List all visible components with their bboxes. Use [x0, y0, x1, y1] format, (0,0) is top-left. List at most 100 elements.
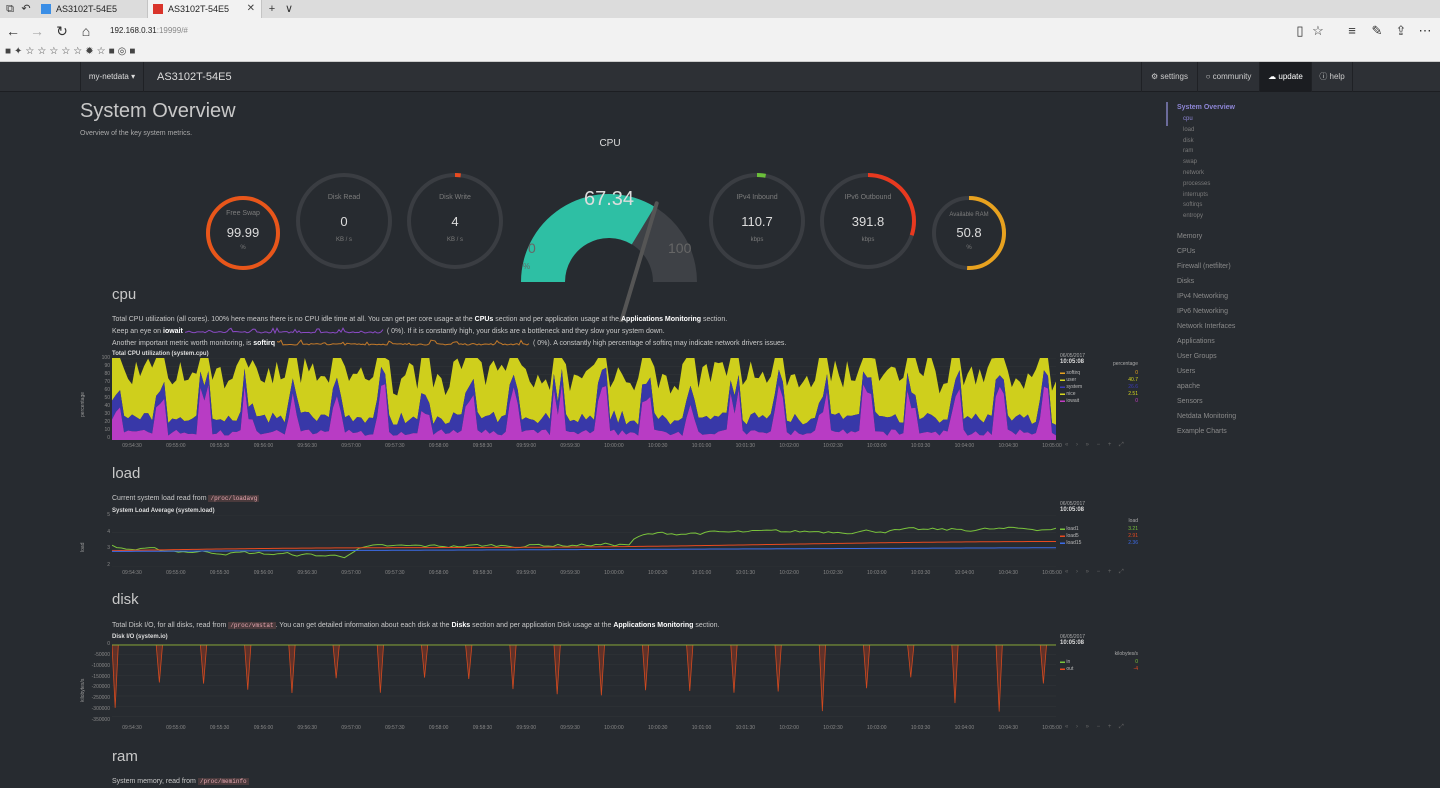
chart-title: System Load Average (system.load): [112, 508, 215, 514]
chart-controls[interactable]: « › » − + ⤢: [1065, 724, 1127, 730]
more-icon[interactable]: ⋯: [1418, 23, 1432, 38]
netdata-favicon-icon: [153, 4, 163, 14]
x-tick-label: 10:02:30: [823, 725, 843, 731]
sidebar-subitem-load[interactable]: load: [1183, 126, 1195, 133]
x-tick-label: 09:57:00: [341, 443, 361, 449]
legend-row-user[interactable]: ▬ user 40.7: [1060, 377, 1140, 384]
sidebar-item-network-interfaces[interactable]: Network Interfaces: [1177, 323, 1236, 330]
sidebar-item-ipv4-networking[interactable]: IPv4 Networking: [1177, 293, 1228, 300]
sidebar-item-sensors[interactable]: Sensors: [1177, 398, 1203, 405]
sidebar-item-memory[interactable]: Memory: [1177, 233, 1203, 240]
sidebar-item-netdata-monitoring[interactable]: Netdata Monitoring: [1177, 413, 1237, 420]
sidebar-subitem-ram[interactable]: ram: [1183, 148, 1194, 155]
legend-row-load15[interactable]: ▬ load15 2.36: [1060, 540, 1140, 547]
sidebar-item-cpus[interactable]: CPUs: [1177, 248, 1196, 255]
sidebar-subitem-entropy[interactable]: entropy: [1183, 213, 1204, 220]
tab-list-chevron-down-icon[interactable]: ∨: [284, 3, 294, 15]
tab-restore-icon[interactable]: ↶: [21, 3, 31, 15]
close-tab-icon[interactable]: ✕: [246, 3, 255, 14]
favorites-bar: ■✦☆☆☆☆☆✹☆■◎■: [0, 43, 1440, 61]
community-button[interactable]: ○ community: [1197, 62, 1259, 92]
legend-row-in[interactable]: ▬ in 0: [1060, 659, 1140, 666]
sidebar-subitem-processes[interactable]: processes: [1183, 180, 1211, 187]
hub-icon[interactable]: ≡: [1348, 23, 1356, 38]
cpu-chart[interactable]: Total CPU utilization (system.cpu) perce…: [80, 351, 1140, 451]
disk-chart[interactable]: Disk I/O (system.io) kilobytes/s 0 -50000…: [80, 634, 1140, 734]
cpu-chart-plot[interactable]: [112, 358, 1056, 440]
refresh-icon[interactable]: ↻: [56, 23, 68, 39]
softirq-sparkline[interactable]: [276, 339, 531, 347]
legend-row-softirq[interactable]: ▬ softirq 0: [1060, 370, 1140, 377]
web-note-icon[interactable]: ✎: [1371, 23, 1383, 38]
disk-write-gauge[interactable]: Disk Write 4 KB / s: [406, 172, 504, 270]
gauge-unit: KB / s: [335, 237, 352, 243]
disks-link[interactable]: Disks: [451, 622, 471, 629]
forward-icon[interactable]: →: [30, 23, 44, 39]
ram-desc: System memory, read from /proc/meminfo: [112, 778, 249, 785]
gauge-unit: %: [240, 245, 246, 251]
cpus-link[interactable]: CPUs: [474, 316, 494, 323]
tab-dashboard[interactable]: AS3102T-54E5 dashboa ✕: [148, 0, 262, 32]
sidebar-subitem-disk[interactable]: disk: [1183, 137, 1194, 144]
legend-row-iowait[interactable]: ▬ iowait 0: [1060, 398, 1140, 405]
sidebar-item-firewall-netfilter-[interactable]: Firewall (netfilter): [1177, 263, 1231, 270]
my-netdata-menu[interactable]: my-netdata ▾: [80, 62, 144, 92]
tab-as3102t[interactable]: AS3102T-54E5: [36, 0, 148, 18]
ipv4-inbound-gauge[interactable]: IPv4 Inbound 110.7 kbps: [708, 172, 806, 270]
share-icon[interactable]: ⇪: [1395, 23, 1407, 38]
sidebar-subitem-interrupts[interactable]: interrupts: [1183, 191, 1209, 198]
new-tab-icon[interactable]: +: [268, 3, 276, 15]
sidebar-item-user-groups[interactable]: User Groups: [1177, 353, 1217, 360]
sidebar-subitem-softirqs[interactable]: softirqs: [1183, 202, 1203, 209]
home-icon[interactable]: ⌂: [81, 23, 91, 39]
free-swap-gauge[interactable]: Free Swap 99.99 %: [205, 195, 281, 271]
y-tick-label: 50: [104, 395, 110, 401]
address-bar[interactable]: 192.168.0.31:19999/#: [110, 24, 1280, 38]
sidebar-item-apache[interactable]: apache: [1177, 383, 1200, 390]
legend-date: 06/05/2017: [1060, 353, 1086, 359]
x-tick-label: 09:55:30: [209, 443, 230, 449]
ipv6-outbound-gauge[interactable]: IPv6 Outbound 391.8 kbps: [819, 172, 917, 270]
update-button[interactable]: ☁ update: [1259, 62, 1311, 92]
sidebar-subitem-network[interactable]: network: [1183, 170, 1205, 176]
chart-controls[interactable]: « › » − + ⤢: [1065, 442, 1127, 448]
legend-row-nice[interactable]: ▬ nice 2.51: [1060, 391, 1140, 398]
favorite-star-icon[interactable]: ☆: [1312, 23, 1324, 38]
y-tick-label: 3: [107, 545, 110, 552]
legend-row-load1[interactable]: ▬ load1 3.21: [1060, 526, 1140, 533]
sidebar-item-ipv6-networking[interactable]: IPv6 Networking: [1177, 308, 1228, 315]
chart-controls[interactable]: « › » − + ⤢: [1065, 569, 1127, 575]
disk-chart-plot[interactable]: [112, 644, 1056, 722]
reading-view-icon[interactable]: ▯: [1296, 23, 1304, 38]
favorites-icons[interactable]: ■✦☆☆☆☆☆✹☆■◎■: [5, 46, 139, 57]
x-tick-label: 09:59:00: [516, 570, 537, 576]
sidebar-item-system-overview[interactable]: System Overview: [1177, 104, 1235, 111]
sidebar-item-example-charts[interactable]: Example Charts: [1177, 428, 1227, 435]
legend-row-load5[interactable]: ▬ load5 2.91: [1060, 533, 1140, 540]
sidebar-item-applications[interactable]: Applications: [1177, 338, 1215, 345]
legend-name-text: system: [1066, 384, 1083, 390]
applications-monitoring-link[interactable]: Applications Monitoring: [613, 622, 694, 629]
available-ram-gauge[interactable]: Available RAM 50.8 %: [931, 195, 1007, 271]
y-tick-label: 30: [104, 411, 110, 417]
sidebar-subitem-swap[interactable]: swap: [1183, 159, 1198, 166]
legend-value: 0: [1135, 398, 1138, 404]
x-tick-label: 10:01:00: [691, 443, 712, 449]
load-chart[interactable]: System Load Average (system.load) load 5…: [80, 501, 1140, 578]
tab-manager-icon[interactable]: ⧉: [6, 3, 14, 15]
cpu-gauge[interactable]: CPU 67.34 0 100 %: [523, 138, 695, 278]
sidebar-item-users[interactable]: Users: [1177, 368, 1196, 375]
x-tick-label: 09:54:30: [122, 725, 142, 731]
legend-row-out[interactable]: ▬ out -4: [1060, 666, 1140, 673]
settings-button[interactable]: ⚙ settings: [1141, 62, 1197, 92]
iowait-sparkline[interactable]: [184, 327, 385, 335]
load-chart-plot[interactable]: [112, 515, 1056, 567]
sidebar-item-disks[interactable]: Disks: [1177, 278, 1195, 285]
help-button[interactable]: ⓘ help: [1311, 62, 1353, 92]
x-tick-label: 10:03:00: [867, 570, 887, 576]
disk-read-gauge[interactable]: Disk Read 0 KB / s: [295, 172, 393, 270]
back-icon[interactable]: ←: [6, 23, 20, 39]
legend-row-system[interactable]: ▬ system 26.6: [1060, 384, 1140, 391]
sidebar-subitem-cpu[interactable]: cpu: [1183, 116, 1193, 122]
applications-monitoring-link[interactable]: Applications Monitoring: [620, 316, 702, 323]
